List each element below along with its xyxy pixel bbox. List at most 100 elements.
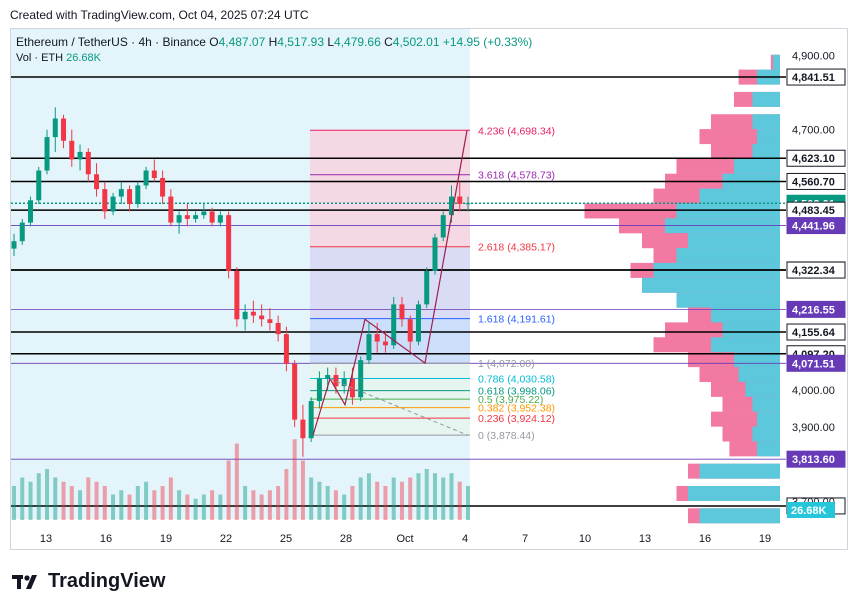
y-tick-label: 4,900.00 (792, 50, 835, 62)
x-tick-label: 10 (579, 533, 591, 545)
volume-bar (144, 481, 149, 520)
candle-body (69, 140, 75, 160)
volume-bar (375, 481, 380, 520)
volume-bar (358, 477, 363, 520)
x-tick-label: 7 (522, 533, 528, 545)
candle-body (267, 319, 273, 323)
x-tick-label: 13 (639, 533, 651, 545)
volume-profile-bar (642, 277, 780, 293)
volume-bar (119, 490, 124, 520)
candle-body (308, 401, 314, 439)
candle-body (250, 311, 256, 316)
price-axis-tag (786, 149, 846, 167)
open-label: O (209, 35, 219, 49)
volume-profile-bar (676, 248, 780, 264)
price-axis-tag (786, 450, 846, 468)
candle-body (168, 196, 174, 223)
candle-body (234, 270, 240, 320)
candle-body (325, 375, 331, 379)
volume-bar (292, 439, 297, 520)
candle-body (19, 222, 25, 242)
volume-bar (441, 477, 446, 520)
volume-axis-label: 26.68K (791, 505, 827, 517)
price-axis-tag (786, 172, 846, 190)
volume-bar (399, 481, 404, 520)
volume-bar (309, 477, 314, 520)
volume-bar (449, 473, 454, 520)
x-tick-label: 19 (160, 533, 172, 545)
y-tick-label: 3,900.00 (792, 422, 835, 434)
volume-bar (350, 486, 355, 520)
volume-profile-bar (734, 158, 780, 174)
volume-profile-bar (752, 91, 780, 107)
volume-bar (457, 481, 462, 520)
volume-axis-tag (787, 502, 835, 518)
volume-bar (53, 477, 58, 520)
candle-body (184, 215, 190, 219)
candle-body (341, 378, 347, 387)
volume-bar (78, 490, 83, 520)
volume-bar (234, 443, 239, 520)
price-axis-label: 4,071.51 (792, 358, 835, 370)
volume-bar (276, 486, 281, 520)
volume-bar (177, 490, 182, 520)
candle-body (374, 334, 380, 342)
volume-profile-bar (752, 114, 780, 130)
x-tick-label: 28 (340, 533, 352, 545)
volume-profile-bar (722, 322, 780, 338)
volume-bar (432, 473, 437, 520)
tradingview-brand: TradingView (12, 570, 165, 593)
candle-body (52, 118, 58, 138)
volume-profile-bar (699, 188, 780, 204)
volume-bar (284, 469, 289, 520)
volume-bar (218, 494, 223, 520)
volume-bar (466, 486, 470, 520)
price-axis-label: 4,155.64 (792, 327, 836, 339)
fib-level-label: 0.382 (3,952.38) (478, 403, 555, 415)
volume-profile-bar (699, 463, 780, 479)
volume-bar (251, 490, 256, 520)
volume-profile-bar (711, 307, 780, 323)
volume-bar (259, 494, 264, 520)
price-axis-label: 4,441.96 (792, 221, 835, 233)
volume-bar (210, 490, 215, 520)
fib-level-label: 0.618 (3,998.06) (478, 386, 555, 398)
candle-body (259, 315, 265, 320)
candle-body (391, 304, 397, 346)
volume-bar (226, 460, 231, 520)
candle-body (226, 215, 232, 271)
candle-body (448, 196, 454, 216)
volume-profile-bar (699, 508, 780, 524)
symbol-label: Ethereum / TetherUS · 4h · Binance (16, 35, 206, 49)
volume-profile-bar (757, 441, 780, 457)
volume-bar (69, 486, 74, 520)
candle-body (415, 304, 421, 342)
candle-body (465, 203, 471, 205)
volume-bar (383, 486, 388, 520)
close-value: 4,502.01 (392, 35, 440, 49)
volume-bar (168, 477, 173, 520)
fib-level-label: 0.786 (4,030.58) (478, 374, 555, 386)
x-tick-label: 19 (759, 533, 771, 545)
volume-bar (28, 481, 33, 520)
volume-profile-bar (745, 381, 780, 397)
candle-body (11, 241, 17, 249)
created-caption: Created with TradingView.com, Oct 04, 20… (10, 8, 309, 22)
volume-profile-bar (757, 411, 780, 427)
volume-bar (135, 486, 140, 520)
candle-body (102, 189, 108, 212)
candle-body (283, 334, 289, 364)
candle-body (127, 189, 133, 205)
candle-body (118, 189, 124, 197)
price-axis-tag (786, 217, 846, 235)
fib-level-label: 4.236 (4,698.34) (478, 125, 555, 137)
candle-body (242, 311, 248, 320)
volume-bar (61, 481, 66, 520)
candle-body (44, 137, 50, 171)
volume-profile-bar (757, 129, 780, 145)
volume-bar (45, 469, 50, 520)
fib-level-label: 0.5 (3,975.22) (478, 394, 543, 406)
candle-body (217, 215, 223, 223)
volume-bar (193, 498, 198, 520)
